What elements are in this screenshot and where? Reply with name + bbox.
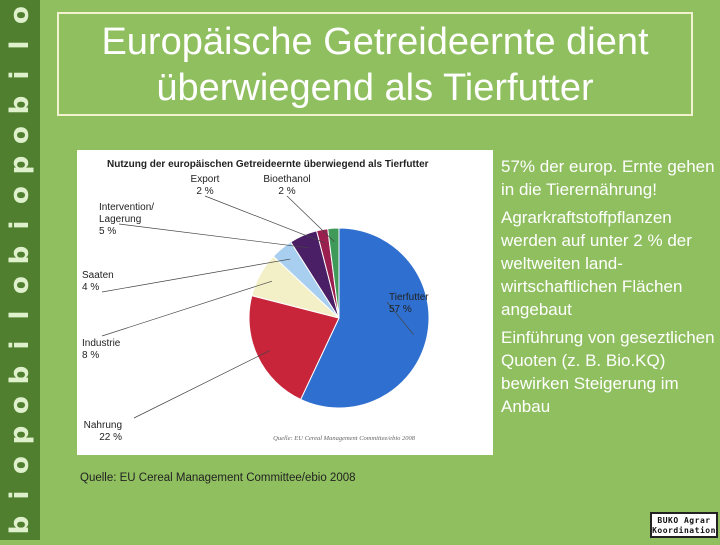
- title-line-2: überwiegend als Tierfutter: [156, 67, 594, 109]
- leader-line: [204, 195, 325, 244]
- bullet-2: Agrarkraftstoffpflanzen werden auf unter…: [501, 208, 692, 319]
- logo-line-2: Koordination: [652, 526, 716, 535]
- slice-label: Export 2 %: [191, 174, 220, 197]
- pie-chart: Nutzung der europäischen Getreideernte ü…: [82, 159, 430, 443]
- leader-line: [386, 301, 414, 335]
- buko-logo: BUKO Agrar Koordination: [650, 512, 718, 538]
- slice-label: Tierfutter 57 %: [389, 292, 429, 315]
- pie-slice-bioethanol: [327, 227, 340, 319]
- bullet-1: 57% der europ. Ernte gehen in die Tierer…: [501, 157, 715, 199]
- leader-line: [101, 258, 291, 293]
- leader-line: [118, 223, 309, 249]
- pie-slice-tierfutter: [300, 227, 430, 409]
- chart-watermark: Quelle: EU Cereal Management Committee/e…: [273, 435, 416, 442]
- chart-title: Nutzung der europäischen Getreideernte ü…: [107, 159, 429, 170]
- leader-line: [101, 280, 273, 337]
- bullet-list: 57% der europ. Ernte gehen in die Tierer…: [501, 155, 716, 423]
- logo-line-1: BUKO Agrar: [657, 516, 711, 525]
- slice-label: Intervention/Lagerung 5 %: [99, 202, 154, 237]
- bullet-3: Einführung von geseztlichen Quoten (z. B…: [501, 328, 715, 416]
- leader-line: [286, 195, 335, 242]
- slice-label: Industrie 8 %: [82, 338, 121, 361]
- slice-label: Saaten 4 %: [82, 270, 114, 293]
- title-line-1: Europäische Getreideernte dient: [101, 21, 649, 63]
- slice-label: Bioethanol 2 %: [263, 174, 310, 197]
- source-note: Quelle: EU Cereal Management Committee/e…: [80, 472, 356, 484]
- side-letter: b: [5, 515, 35, 535]
- chart-panel: Nutzung der europäischen Getreideernte ü…: [77, 150, 493, 455]
- title-box: Europäische Getreideernte dient überwieg…: [57, 12, 693, 116]
- slice-label: Nahrung 22 %: [84, 420, 122, 443]
- leader-line: [133, 350, 270, 419]
